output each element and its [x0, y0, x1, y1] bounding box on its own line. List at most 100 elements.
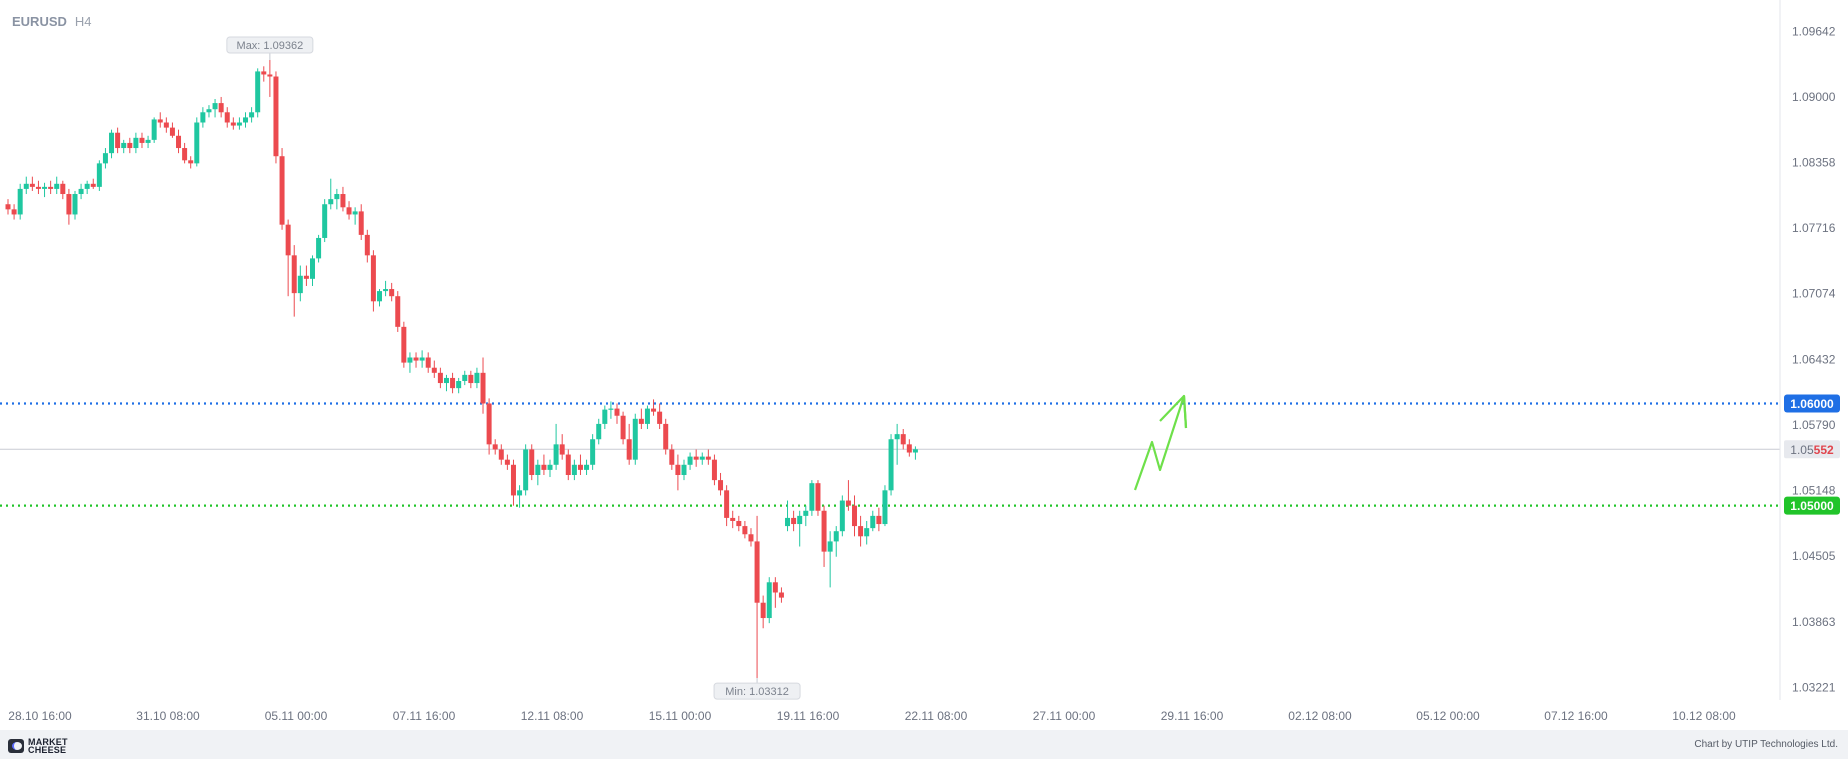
candle-body [407, 357, 413, 363]
candle-body [858, 526, 864, 537]
footer-bar: MARKET CHEESE Chart by UTIP Technologies … [0, 730, 1848, 759]
candle-body [517, 490, 523, 496]
candle [596, 418, 602, 445]
candle-body [255, 71, 261, 113]
candle-body [766, 582, 772, 619]
symbol-label: EURUSD [12, 14, 67, 29]
candle-body [559, 444, 565, 455]
candle [644, 405, 650, 430]
candle-body [90, 183, 96, 187]
candle-body [450, 377, 456, 389]
y-tick-label: 1.07074 [1792, 287, 1836, 301]
price-axis: 1.09642 1.09000 1.08358 1.07716 1.07074 1.064… [1792, 24, 1836, 694]
candle-body [218, 103, 224, 113]
candle-body [224, 112, 230, 123]
candle-body [845, 500, 851, 506]
candle [906, 439, 912, 457]
candle [346, 201, 352, 220]
candle-body [11, 209, 17, 215]
candle [590, 434, 596, 470]
candle [760, 595, 766, 629]
y-tick-label: 1.06432 [1792, 352, 1836, 366]
price-chart[interactable]: 1.06000 1.05000 1.05552 Max: 1.09362 Min: 1… [0, 0, 1848, 730]
x-tick-label: 05.12 00:00 [1416, 709, 1480, 723]
candle [450, 372, 456, 394]
candle-body [96, 163, 102, 187]
candle-body [48, 186, 54, 189]
candle [638, 408, 644, 430]
candle [584, 459, 590, 475]
candle [358, 204, 364, 240]
candle-body [742, 526, 748, 535]
candle-body [888, 439, 894, 491]
candle [876, 507, 882, 532]
candle-body [188, 160, 194, 164]
candle [565, 449, 571, 481]
candle-body [358, 211, 364, 235]
candle [102, 148, 108, 169]
candle-body [72, 194, 78, 215]
candle [194, 117, 200, 167]
candle [492, 439, 498, 455]
candle [176, 129, 182, 154]
candle-body [322, 204, 328, 238]
candle-body [431, 367, 437, 373]
candle-body [176, 135, 182, 149]
chart-title: EURUSD H4 [12, 14, 92, 29]
candle-body [60, 183, 66, 195]
candle [169, 122, 175, 138]
candle [577, 454, 583, 475]
extremes-annotations: Max: 1.09362 Min: 1.03312 [226, 36, 801, 700]
candle [340, 186, 346, 212]
candle-body [590, 439, 596, 465]
candle [145, 135, 151, 149]
candle-body [127, 142, 133, 149]
candle [571, 459, 577, 481]
x-tick-label: 31.10 08:00 [136, 709, 200, 723]
candle-body [663, 423, 669, 450]
candle [54, 176, 60, 195]
candle-body [809, 483, 815, 511]
chart-credit: Chart by UTIP Technologies Ltd. [1694, 739, 1838, 750]
candle-body [912, 449, 918, 453]
candle-body [480, 372, 486, 404]
candle [547, 459, 553, 478]
candle-body [748, 534, 754, 542]
candle [510, 459, 516, 506]
candle-body [523, 449, 529, 491]
candle [456, 377, 462, 394]
current-price-label: 1.05552 [1790, 443, 1834, 457]
candle [669, 444, 675, 470]
max-price-box [226, 36, 314, 54]
candle [657, 403, 663, 430]
candle-body [474, 372, 480, 384]
candle [133, 132, 139, 154]
marketcheese-logo[interactable]: MARKET CHEESE [8, 738, 68, 755]
candle-body [657, 411, 663, 424]
forecast-arrow-head [1159, 394, 1188, 429]
candle-body [413, 357, 419, 361]
candle [255, 68, 261, 118]
x-tick-label: 29.11 16:00 [1161, 709, 1224, 723]
candle [711, 454, 717, 486]
candle-body [626, 439, 632, 460]
candle [462, 370, 468, 386]
x-tick-label: 07.12 16:00 [1544, 709, 1608, 723]
candle-body [651, 408, 657, 412]
candle [17, 183, 23, 220]
candle [11, 204, 17, 220]
candle [474, 367, 480, 389]
candle [791, 510, 797, 532]
candle-body [547, 464, 553, 470]
candle [285, 219, 291, 297]
candle [900, 429, 906, 450]
candle [681, 459, 687, 481]
candle-body [121, 142, 127, 149]
candle-body [839, 500, 845, 532]
candle [127, 137, 133, 154]
candle-body [535, 464, 541, 475]
candle [730, 510, 736, 529]
candle [888, 434, 894, 496]
candle [139, 132, 145, 149]
candle-body [754, 541, 760, 603]
